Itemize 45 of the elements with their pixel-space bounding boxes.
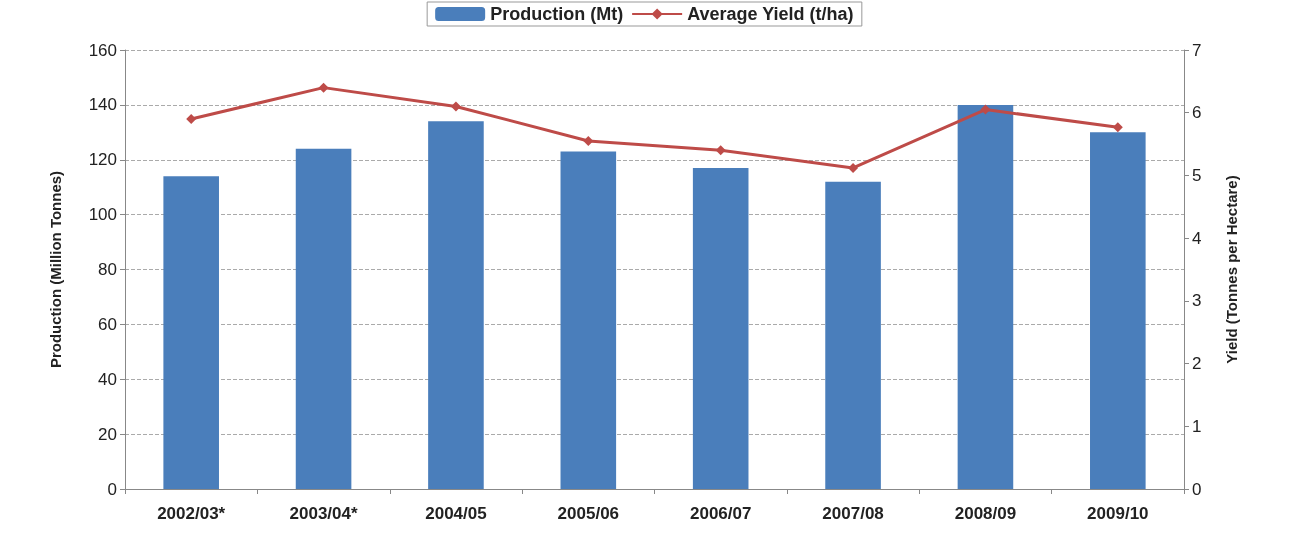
point — [450, 101, 461, 112]
bar — [295, 148, 352, 489]
x-tick-label: 2006/07 — [689, 504, 752, 523]
bar — [1090, 132, 1146, 489]
bar — [560, 151, 617, 489]
y2-tick-label: 4 — [1192, 228, 1202, 248]
bar — [825, 181, 881, 489]
x-tick-label: 2003/04* — [289, 504, 358, 523]
x-tick-label: 2004/05 — [425, 504, 487, 523]
y2-tick-label: 0 — [1192, 479, 1202, 499]
point — [186, 113, 197, 124]
y-tick-label: 80 — [98, 260, 117, 279]
point — [583, 135, 594, 146]
legend-label: Average Yield (t/ha) — [687, 4, 854, 24]
point — [715, 145, 726, 156]
y2-axis-title: Yield (Tonnes per Hectare) — [1223, 175, 1240, 364]
y2-tick-label: 7 — [1192, 40, 1202, 60]
y2-tick-label: 1 — [1192, 416, 1202, 436]
y-tick-label: 120 — [88, 150, 117, 170]
y-tick-label: 160 — [88, 40, 117, 60]
y-tick-label: 40 — [98, 369, 117, 389]
y-tick-label: 0 — [107, 479, 117, 499]
y2-tick-label: 3 — [1192, 291, 1202, 311]
y-tick-label: 20 — [98, 424, 117, 444]
bar — [428, 121, 484, 489]
y2-tick-label: 2 — [1192, 354, 1202, 374]
x-tick-label: 2005/06 — [557, 504, 620, 523]
y-tick-label: 100 — [88, 205, 117, 225]
point — [1112, 122, 1123, 133]
point — [980, 104, 991, 115]
y-tick-label: 140 — [88, 95, 117, 115]
x-tick-label: 2008/09 — [954, 504, 1017, 523]
x-tick-label: 2002/03* — [157, 504, 226, 523]
bar — [163, 176, 219, 489]
legend-label: Production (Mt) — [490, 4, 624, 24]
y2-tick-label: 6 — [1192, 103, 1202, 123]
bar — [957, 104, 1014, 489]
bar — [692, 167, 749, 489]
x-tick-label: 2007/08 — [822, 504, 884, 523]
y2-tick-label: 5 — [1192, 165, 1202, 185]
y-tick-label: 60 — [98, 314, 117, 334]
point — [848, 162, 859, 173]
point — [318, 82, 329, 93]
x-tick-label: 2009/10 — [1087, 504, 1149, 523]
y-axis-title: Production (Million Tonnes) — [47, 170, 64, 369]
